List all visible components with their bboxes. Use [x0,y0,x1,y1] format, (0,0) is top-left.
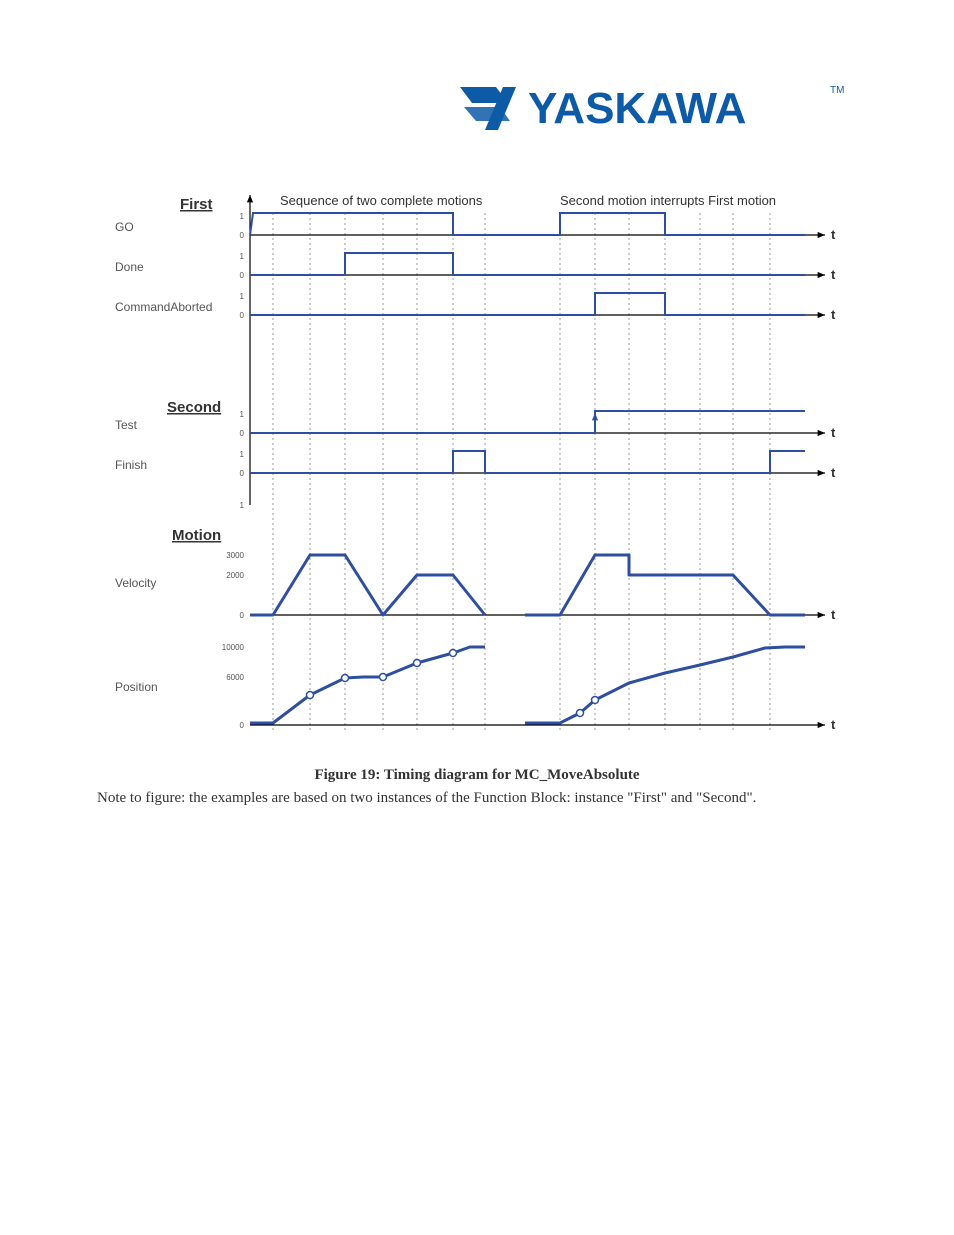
svg-text:Sequence of two complete motio: Sequence of two complete motions [280,195,483,208]
svg-text:CommandAborted: CommandAborted [115,300,212,314]
svg-text:Second: Second [167,399,221,416]
svg-text:t: t [831,307,836,322]
svg-text:3000: 3000 [226,551,244,560]
svg-text:0: 0 [240,611,245,620]
svg-text:0: 0 [240,311,245,320]
svg-text:Finish: Finish [115,458,147,472]
svg-text:t: t [831,267,836,282]
svg-text:0: 0 [240,271,245,280]
svg-text:t: t [831,465,836,480]
svg-text:0: 0 [240,231,245,240]
svg-text:0: 0 [240,721,245,730]
svg-text:1: 1 [240,252,245,261]
svg-text:GO: GO [115,220,134,234]
svg-text:1: 1 [240,410,245,419]
svg-text:6000: 6000 [226,673,244,682]
svg-text:1: 1 [240,292,245,301]
logo-tm: TM [830,85,844,96]
svg-text:1: 1 [240,212,245,221]
figure-note: Note to figure: the examples are based o… [97,790,756,807]
yaskawa-logo: YASKAWA TM [458,75,858,140]
svg-text:1: 1 [240,450,245,459]
svg-text:10000: 10000 [222,643,245,652]
svg-text:Test: Test [115,418,138,432]
svg-text:Second motion interrupts First: Second motion interrupts First motion [560,195,776,208]
svg-text:First: First [180,196,213,213]
svg-text:0: 0 [240,429,245,438]
svg-text:Velocity: Velocity [115,576,156,590]
svg-text:t: t [831,227,836,242]
svg-text:0: 0 [240,469,245,478]
svg-text:t: t [831,425,836,440]
logo-text: YASKAWA [528,84,746,133]
svg-text:1: 1 [240,501,245,510]
svg-text:Motion: Motion [172,527,221,544]
svg-text:Done: Done [115,260,144,274]
svg-text:2000: 2000 [226,571,244,580]
timing-diagram: Sequence of two complete motions Second m… [105,195,875,755]
svg-text:t: t [831,717,836,732]
svg-text:Position: Position [115,680,158,694]
figure-caption: Figure 19: Timing diagram for MC_MoveAbs… [0,767,954,784]
svg-text:t: t [831,607,836,622]
